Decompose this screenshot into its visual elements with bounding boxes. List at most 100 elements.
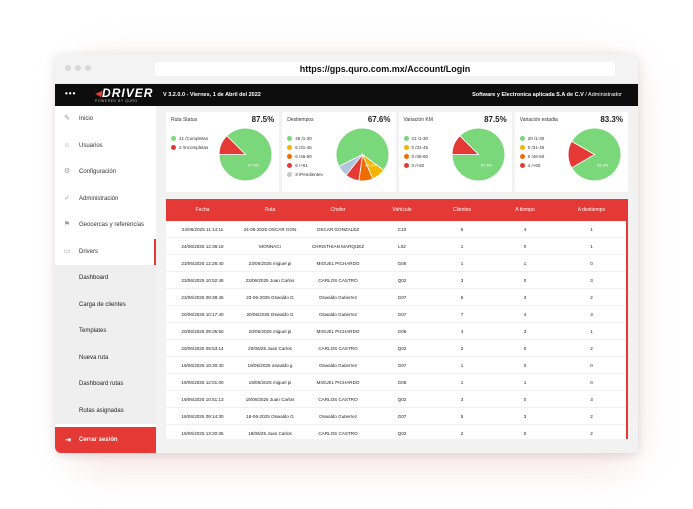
sidebar-item-label: Geocercas y referencias <box>79 222 145 229</box>
table-row[interactable]: 23/06/2025 09:38:45 23-06-2025 Oswaldo G O… <box>166 289 628 306</box>
version-date: V 3.2.0.0 - Viernes, 1 de Abril del 2022 <box>163 92 261 98</box>
table-row[interactable]: 19/06/2025 10:30:40 19/06/2025 oswaldo g O… <box>166 357 628 374</box>
table-row[interactable]: 18/06/2025 13:20:35 18/06/25 Juan Carlos C… <box>166 425 628 439</box>
table-cell: 23/06/2025 10:52:48 <box>181 277 224 283</box>
table-row[interactable]: 20/06/2025 10:17:40 20/06/2025 Oswaldo G O… <box>166 306 628 323</box>
table-cell: G06 <box>397 260 407 266</box>
sidebar-item-label: Inicio <box>79 116 94 123</box>
driver-logo: ◂DRIVER POWERED BY QURO <box>95 86 154 103</box>
maximize-dot[interactable] <box>85 65 91 71</box>
card-title: Ruta Status <box>171 117 198 123</box>
table-cell: MONNACI <box>259 243 281 249</box>
column-header[interactable]: A destiempo <box>577 207 606 213</box>
table-row[interactable]: 20/06/2025 09:53:14 20/06/25 Juan Carlos C… <box>166 340 628 357</box>
users-icon: ☺ <box>63 141 71 149</box>
column-header[interactable]: Vehículo <box>392 207 412 213</box>
submenu-templates[interactable]: Templates <box>79 328 107 335</box>
table-row[interactable]: 24/06/2025 12:36:18 MONNACI CHRISTHIAN MAR… <box>166 238 628 255</box>
pie-slice[interactable] <box>567 140 596 169</box>
sidebar-item-geocercas[interactable]: ⚑ Geocercas y referencias <box>55 212 156 239</box>
pie-chart[interactable]: 87.5% <box>218 127 273 182</box>
pie-slice[interactable] <box>218 135 247 155</box>
legend-label: 0 /31-45 <box>527 145 545 150</box>
table-cell: 19/06/2025 12:01:00 <box>181 379 224 385</box>
card-percentage: 83.3% <box>600 115 623 124</box>
table-cell: 3 <box>523 413 527 419</box>
legend-label: 6 /+61 <box>295 163 308 168</box>
menu-icon[interactable]: ••• <box>65 89 77 98</box>
table-cell: OSCAR GONZALEZ <box>316 226 360 232</box>
pie-chart[interactable]: 87.5% <box>451 127 506 182</box>
pie-chart[interactable]: 67.6% <box>335 127 390 182</box>
column-header[interactable]: Fecha <box>195 207 210 213</box>
stats-cards: Ruta Status 87.5% 21 /Completas 2 /Incomple… <box>166 112 628 192</box>
pie-slice[interactable] <box>218 127 273 182</box>
legend-swatch <box>519 163 525 168</box>
card-legend: 21 /1-30 0 /31-45 0 /46-60 3 /+60 <box>403 134 428 170</box>
table-cell: 0 <box>523 430 527 436</box>
table-cell: CARLOS CASTRO <box>318 277 358 283</box>
table-cell: CARLOS CASTRO <box>318 430 358 436</box>
logout-button[interactable]: ⇥ Cerrar sesión <box>55 427 156 453</box>
table-row[interactable]: 23/06/2025 10:52:48 23/06/2025 Juan Carlo… <box>166 272 628 289</box>
table-row[interactable]: 20/06/2025 09:35:50 20/06/2025 miguel pi M… <box>166 323 628 340</box>
legend-swatch <box>287 154 293 159</box>
app-body: ✎ Inicio ☺ Usuarios ⚙ Configuración ✓ Admini… <box>55 106 638 453</box>
sidebar-item-inicio[interactable]: ✎ Inicio <box>55 106 156 133</box>
minimize-dot[interactable] <box>75 65 81 71</box>
table-row[interactable]: 23/06/2025 12:26:40 23/06/2025 miguel pi M… <box>166 255 628 272</box>
close-dot[interactable] <box>65 65 71 71</box>
table-row[interactable]: 24/06/2025 11:14:11 24-06-2025 OSCAR GON O… <box>166 221 628 238</box>
table-cell: 24-06-2025 OSCAR GON <box>243 226 297 232</box>
sidebar-item-usuarios[interactable]: ☺ Usuarios <box>55 133 156 160</box>
submenu-carga-clientes[interactable]: Carga de clientes <box>79 301 126 308</box>
pie-inner-label: 87.5% <box>249 164 260 168</box>
table-cell: 1 <box>460 243 464 249</box>
table-row[interactable]: 18/06/2025 09:14:30 18-06-2025 Oswaldo G O… <box>166 408 628 425</box>
sidebar-item-label: Administración <box>79 195 119 202</box>
table-row[interactable]: 19/06/2025 10:51:13 19/06/2025 Juan Carlo… <box>166 391 628 408</box>
table-body: 24/06/2025 11:14:11 24-06-2025 OSCAR GON O… <box>166 221 628 439</box>
table-cell: 18-06-2025 Oswaldo G <box>246 413 294 419</box>
pie-chart[interactable]: 83.3% <box>567 127 622 182</box>
company-name: Software y Electronica aplicada S.A de C… <box>472 92 584 98</box>
table-cell: MIGUEL PICHARDO <box>316 328 360 334</box>
legend-swatch <box>403 136 409 141</box>
table-cell: 7 <box>460 311 464 317</box>
pie-slice[interactable] <box>335 127 389 171</box>
legend-label: 21 /Completas <box>179 136 209 141</box>
column-header[interactable]: Clientes <box>452 207 472 213</box>
pie-inner-label: 87.5% <box>481 164 492 168</box>
sidebar-item-drivers[interactable]: ▭ Drivers <box>55 238 156 265</box>
card-percentage: 87.5% <box>484 115 507 124</box>
table-cell: 20/06/2025 miguel pi <box>248 328 292 334</box>
submenu-dashboard-rutas[interactable]: Dashboard rutas <box>79 381 124 388</box>
sidebar-item-administracion[interactable]: ✓ Administración <box>55 186 156 213</box>
pie-slice[interactable] <box>451 135 480 155</box>
pie-slice[interactable] <box>571 127 622 182</box>
address-bar[interactable]: https://gps.quro.com.mx/Account/Login <box>155 62 615 76</box>
table-scrollbar[interactable] <box>626 221 628 439</box>
table-cell: G07 <box>397 413 407 419</box>
table-cell: 23/06/2025 09:38:45 <box>181 294 224 300</box>
table-cell: 24/06/2025 12:36:18 <box>181 243 224 249</box>
column-header[interactable]: Ruta <box>264 207 276 213</box>
sidebar-item-configuracion[interactable]: ⚙ Configuración <box>55 159 156 186</box>
browser-titlebar: https://gps.quro.com.mx/Account/Login <box>55 54 638 84</box>
pie-slice[interactable] <box>451 127 505 182</box>
stat-card: Ruta Status 87.5% 21 /Completas 2 /Incomple… <box>166 112 280 192</box>
column-header[interactable]: A tiempo <box>515 207 535 213</box>
legend-label: 3 /Pendientes <box>295 172 323 177</box>
drivers-submenu: Dashboard Carga de clientes Templates Nu… <box>55 265 156 424</box>
truck-icon: ▭ <box>63 247 71 255</box>
card-legend: 48 /1-30 6 /31-45 6 /46-60 6 /+61 3 /Pendien… <box>287 134 323 179</box>
table-cell: 3 <box>523 294 527 300</box>
submenu-dashboard[interactable]: Dashboard <box>79 275 109 282</box>
pie-slice[interactable] <box>337 154 363 176</box>
table-row[interactable]: 19/06/2025 12:01:00 19/06/2025 miguel pi M… <box>166 374 628 391</box>
submenu-nueva-ruta[interactable]: Nueva ruta <box>79 354 109 361</box>
submenu-rutas-asignadas[interactable]: Rutas asignadas <box>79 407 124 414</box>
table-cell: G07 <box>397 294 407 300</box>
table-cell: 18/06/25 Juan Carlos <box>248 430 292 436</box>
column-header[interactable]: Chofer <box>330 207 346 213</box>
